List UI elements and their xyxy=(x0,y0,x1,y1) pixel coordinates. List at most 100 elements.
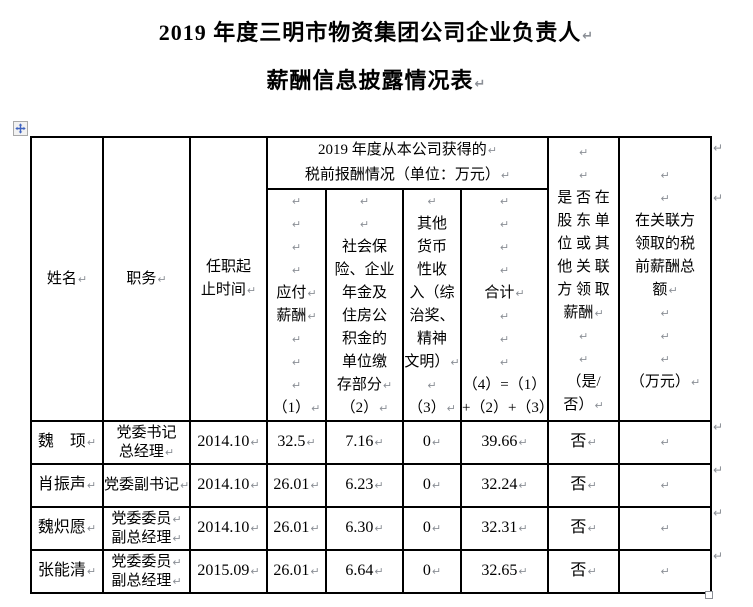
text-line: 领取的税 xyxy=(635,236,696,252)
text-line: （是/ xyxy=(566,374,601,390)
term-cell[interactable]: 2015.09↵ xyxy=(189,549,268,594)
paragraph-mark-icon: ↵ xyxy=(690,376,701,389)
payable-salary-cell[interactable]: 26.01↵ xyxy=(266,506,327,551)
text-line: ↵ xyxy=(550,164,617,187)
text-line: 2019 年度三明市物资集团公司企业负责人↵ xyxy=(158,20,595,45)
paragraph-mark-icon: ↵ xyxy=(310,522,320,535)
row-end-paragraph-mark-icon: ↵ xyxy=(713,463,724,477)
position-cell[interactable]: 党委书记 总经理↵ xyxy=(102,420,191,465)
text-line: 他 关 联 xyxy=(557,259,610,275)
other-income-cell[interactable]: 0↵ xyxy=(402,506,462,551)
paragraph-mark-icon: ↵ xyxy=(306,436,316,449)
text-line: 住房公 xyxy=(341,308,387,324)
total-cell[interactable]: 32.65↵ xyxy=(459,549,550,594)
payable-salary-cell[interactable]: 32.5↵ xyxy=(266,420,327,465)
related-party-amount-cell[interactable]: ↵ xyxy=(618,506,713,551)
other-income-cell[interactable]: 0↵ xyxy=(402,420,462,465)
related-party-flag-cell[interactable]: 否↵ xyxy=(547,420,621,465)
header-social-insurance-cell[interactable]: ↵ ↵ 社会保 险、企业 年金及 住房公 积金的 单位缴 存部分↵ （2）↵ xyxy=(325,188,404,422)
related-party-amount-cell[interactable]: ↵ xyxy=(618,420,713,465)
paragraph-mark-icon: ↵ xyxy=(427,379,437,392)
text-line: ↵ xyxy=(550,348,617,371)
total-cell[interactable]: 39.66↵ xyxy=(459,420,550,465)
table-row: 张能清↵ 党委委员↵ 副总经理↵ 2015.09↵ 26.01↵ 6.64↵ 0↵ 32.65… xyxy=(30,549,713,594)
text-line: ↵ xyxy=(463,328,546,351)
social-insurance-cell[interactable]: 7.16↵ xyxy=(325,420,404,465)
text-line: 前薪酬总 xyxy=(635,259,696,275)
paragraph-mark-icon: ↵ xyxy=(359,195,370,208)
text-line: ↵ xyxy=(621,187,709,210)
social-insurance-cell[interactable]: 6.30↵ xyxy=(325,506,404,551)
text-line: 应付↵ xyxy=(276,285,317,301)
name-cell[interactable]: 魏 顼↵ xyxy=(30,420,104,465)
paragraph-mark-icon: ↵ xyxy=(86,565,97,578)
name-cell[interactable]: 魏炽愿↵ xyxy=(30,506,104,551)
paragraph-mark-icon: ↵ xyxy=(431,479,442,492)
paragraph-mark-icon: ↵ xyxy=(374,565,384,578)
paragraph-mark-icon: ↵ xyxy=(172,555,182,569)
term-cell[interactable]: 2014.10↵ xyxy=(189,506,268,551)
related-party-flag-cell[interactable]: 否↵ xyxy=(547,549,621,594)
text-line: 薪酬↵ xyxy=(276,308,317,324)
paragraph-mark-icon: ↵ xyxy=(172,531,182,545)
text-line: 2014.10↵ xyxy=(197,476,260,493)
term-cell[interactable]: 2014.10↵ xyxy=(189,463,268,508)
text-line: ↵ xyxy=(621,432,709,453)
paragraph-mark-icon: ↵ xyxy=(499,356,510,369)
position-cell[interactable]: 党委委员↵ 副总经理↵ xyxy=(102,506,191,551)
header-pretax-group-cell[interactable]: 2019 年度从本公司获得的↵ 税前报酬情况（单位：万元）↵ xyxy=(265,136,550,190)
header-name-cell[interactable]: 姓名↵ xyxy=(30,136,104,422)
header-payable-salary-cell[interactable]: ↵ ↵ ↵ ↵ 应付↵ 薪酬↵ ↵ ↵ ↵ （1）↵ xyxy=(266,188,327,422)
social-insurance-cell[interactable]: 6.23↵ xyxy=(325,463,404,508)
payable-salary-cell[interactable]: 26.01↵ xyxy=(266,549,327,594)
text-line: ↵ xyxy=(621,518,709,539)
payable-salary-cell[interactable]: 26.01↵ xyxy=(266,463,327,508)
header-total-cell[interactable]: ↵↵↵↵合计↵↵↵↵（4）=（1）+（2）+（3）↵ xyxy=(459,188,550,422)
social-insurance-cell[interactable]: 6.64↵ xyxy=(325,549,404,594)
paragraph-mark-icon: ↵ xyxy=(660,192,670,205)
text-line: （万元）↵ xyxy=(629,374,701,390)
paragraph-mark-icon: ↵ xyxy=(518,565,528,578)
paragraph-mark-icon: ↵ xyxy=(310,565,320,578)
paragraph-mark-icon: ↵ xyxy=(587,436,597,449)
text-line: ↵ xyxy=(269,213,324,236)
header-position-cell[interactable]: 职务↵ xyxy=(102,136,191,422)
name-cell[interactable]: 张能清↵ xyxy=(30,549,104,594)
paragraph-mark-icon: ↵ xyxy=(660,565,670,578)
other-income-cell[interactable]: 0↵ xyxy=(402,463,462,508)
paragraph-mark-icon: ↵ xyxy=(291,333,302,346)
header-related-party-amount-cell[interactable]: ↵ ↵ 在关联方 领取的税 前薪酬总 额↵ ↵ ↵ ↵ （万元）↵ xyxy=(618,136,713,422)
paragraph-mark-icon: ↵ xyxy=(250,522,260,535)
paragraph-mark-icon: ↵ xyxy=(499,195,510,208)
paragraph-mark-icon: ↵ xyxy=(172,574,182,588)
paragraph-mark-icon: ↵ xyxy=(250,565,260,578)
text-line: 张能清↵ xyxy=(37,562,97,579)
header-related-party-flag-cell[interactable]: ↵ ↵ 是 否 在股 东 单位 或 其他 关 联方 领 取薪酬↵ ↵ ↵ （是/否）↵ xyxy=(547,136,621,422)
text-line: 任职起 xyxy=(205,259,251,275)
related-party-flag-cell[interactable]: 否↵ xyxy=(547,463,621,508)
document-title[interactable]: 2019 年度三明市物资集团公司企业负责人↵ 薪酬信息披露情况表↵ xyxy=(0,11,753,107)
other-income-cell[interactable]: 0↵ xyxy=(402,549,462,594)
paragraph-mark-icon: ↵ xyxy=(660,353,670,366)
text-line: 否↵ xyxy=(570,476,597,493)
position-cell[interactable]: 党委委员↵ 副总经理↵ xyxy=(102,549,191,594)
name-cell[interactable]: 肖振声↵ xyxy=(30,463,104,508)
related-party-amount-cell[interactable]: ↵ xyxy=(618,549,713,594)
position-cell[interactable]: 党委副书记↵ xyxy=(102,463,191,508)
total-cell[interactable]: 32.24↵ xyxy=(459,463,550,508)
text-line: 职务↵ xyxy=(126,270,167,287)
total-cell[interactable]: 32.31↵ xyxy=(459,506,550,551)
term-cell[interactable]: 2014.10↵ xyxy=(189,420,268,465)
header-term-cell[interactable]: 任职起 止时间↵ xyxy=(189,136,268,422)
paragraph-mark-icon: ↵ xyxy=(499,264,510,277)
text-line: 性收 xyxy=(416,262,447,278)
table-move-handle[interactable] xyxy=(13,121,28,136)
paragraph-mark-icon: ↵ xyxy=(307,287,317,300)
table-resize-handle[interactable] xyxy=(705,591,713,599)
paragraph-mark-icon: ↵ xyxy=(311,402,321,415)
related-party-amount-cell[interactable]: ↵ xyxy=(618,463,713,508)
paragraph-mark-icon: ↵ xyxy=(172,512,182,526)
header-other-income-cell[interactable]: ↵ 其他 货币 性收 入（综 治奖、 精神 文明）↵ ↵ （3）↵ xyxy=(402,188,462,422)
text-line: 是 否 在 xyxy=(557,190,610,206)
related-party-flag-cell[interactable]: 否↵ xyxy=(547,506,621,551)
